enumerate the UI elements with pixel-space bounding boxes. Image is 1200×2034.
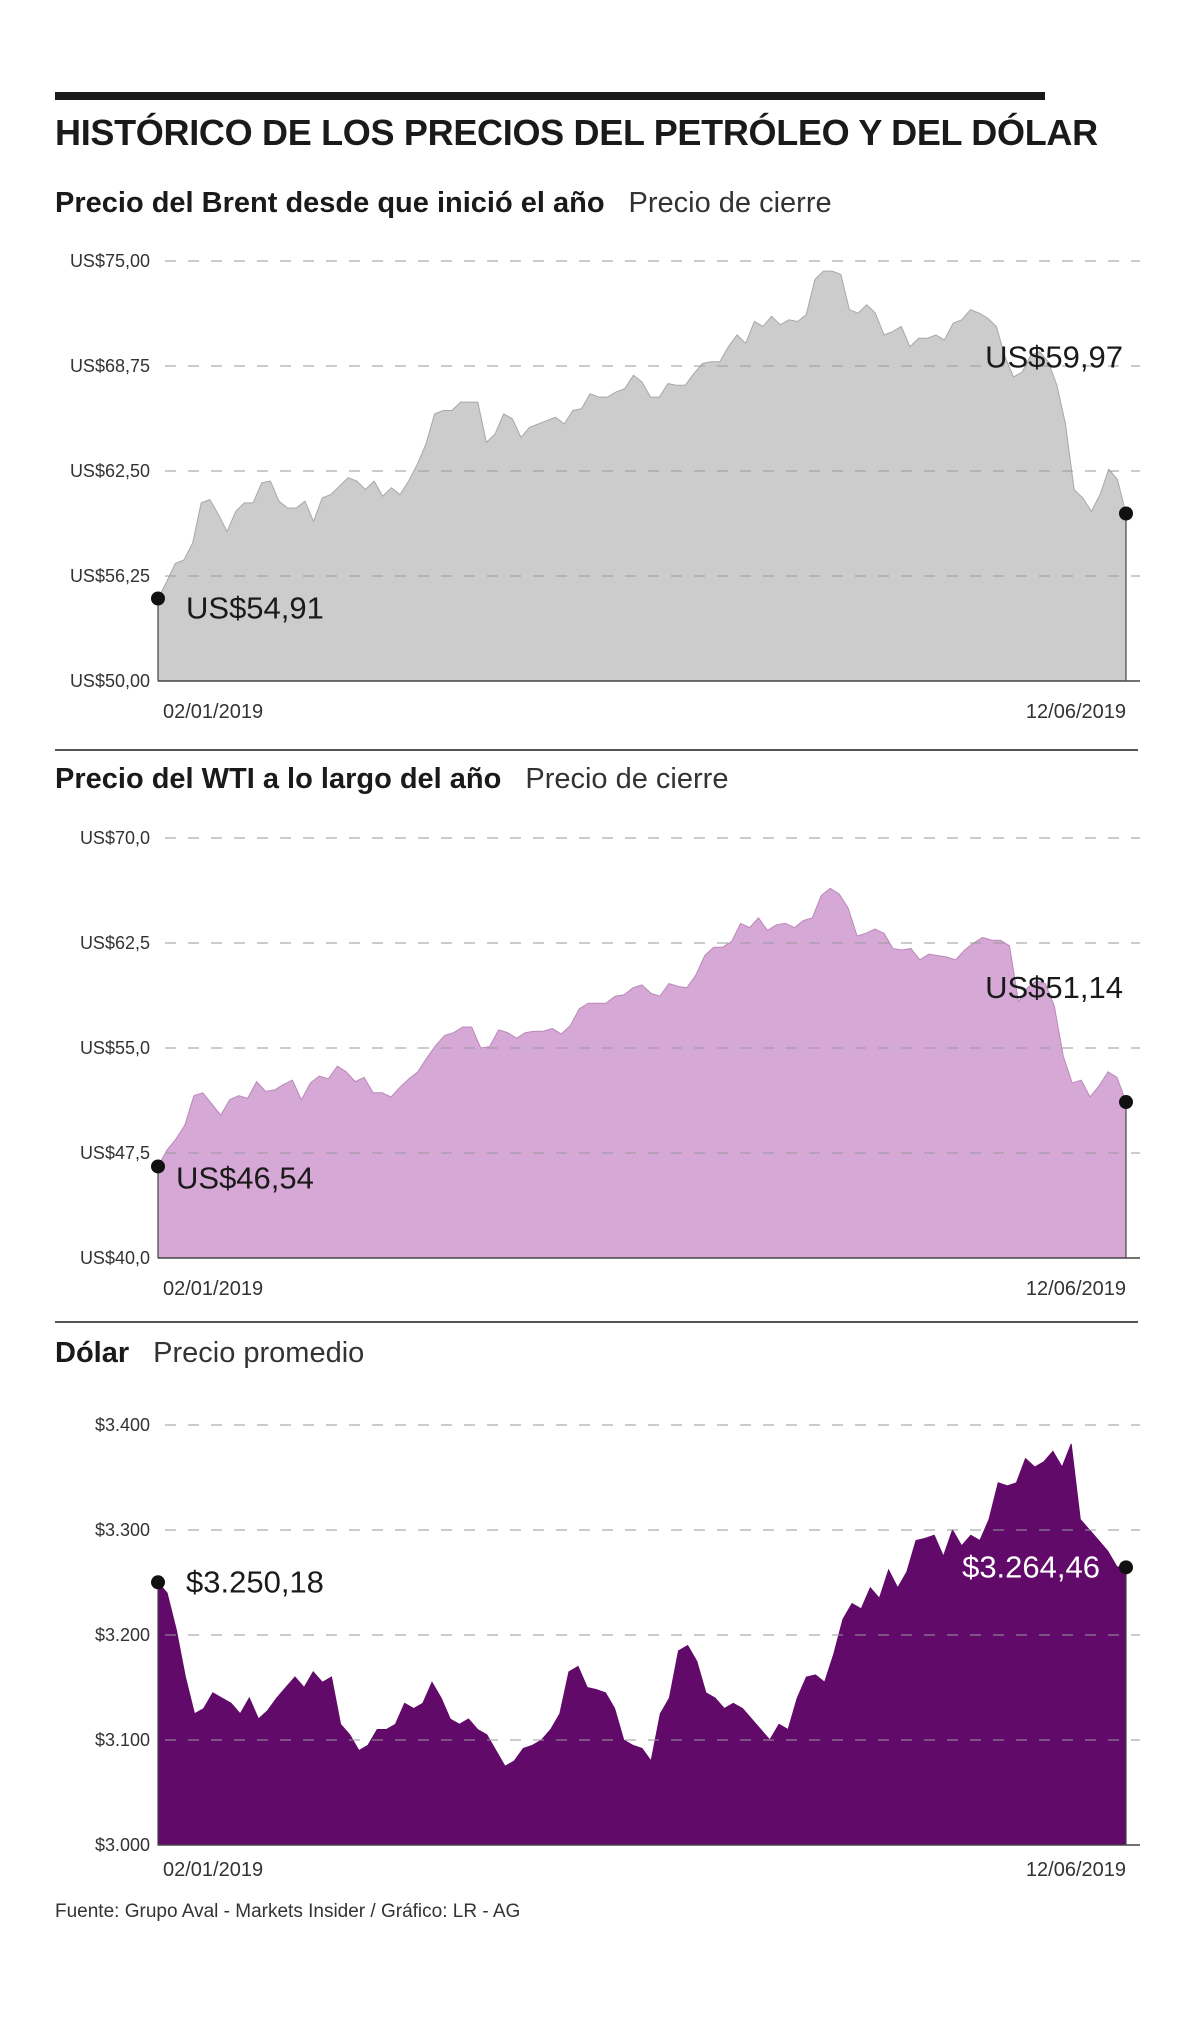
brent-ytick-label: US$68,75 [70, 356, 150, 376]
wti-header: Precio del WTI a lo largo del año Precio … [55, 763, 728, 796]
wti-area [157, 887, 1127, 1259]
wti-ytick-label: US$55,0 [80, 1038, 150, 1058]
dolar-chart: $3.000 $3.100 $3.200 $3.300 $3.400 $3.250,18 $… [95, 1415, 1140, 1881]
dolar-ytick-label: $3.000 [95, 1835, 150, 1855]
dolar-ytick-label: $3.400 [95, 1415, 150, 1435]
brent-x-end-label: 12/06/2019 [1026, 701, 1126, 723]
dolar-ytick-label: $3.300 [95, 1520, 150, 1540]
dolar-ytick-label: $3.100 [95, 1730, 150, 1750]
brent-end-point [1119, 506, 1133, 521]
brent-subtitle: Precio de cierre [628, 187, 832, 219]
brent-ytick-label: US$75,00 [70, 251, 150, 271]
wti-title: Precio del WTI a lo largo del año [55, 763, 502, 795]
wti-end-value-label: US$51,14 [985, 970, 1123, 1005]
dolar-x-start-label: 02/01/2019 [163, 1859, 263, 1881]
wti-ytick-label: US$47,5 [80, 1143, 150, 1163]
brent-ytick-label: US$56,25 [70, 566, 150, 586]
wti-chart: US$40,0 US$47,5 US$55,0 US$62,5 US$70,0 US$46… [80, 828, 1140, 1300]
wti-start-value-label: US$46,54 [176, 1160, 314, 1195]
dolar-ytick-label: $3.200 [95, 1625, 150, 1645]
wti-subtitle: Precio de cierre [525, 763, 729, 795]
brent-area [157, 270, 1127, 682]
divider-1 [55, 749, 1138, 751]
brent-start-point [151, 591, 165, 606]
wti-ytick-label: US$40,0 [80, 1248, 150, 1268]
wti-end-point [1119, 1095, 1133, 1110]
brent-ytick-label: US$50,00 [70, 671, 150, 691]
wti-start-point [151, 1159, 165, 1174]
main-title: HISTÓRICO DE LOS PRECIOS DEL PETRÓLEO Y … [55, 112, 1098, 153]
wti-ytick-label: US$70,0 [80, 828, 150, 848]
brent-ytick-label: US$62,50 [70, 461, 150, 481]
dolar-x-end-label: 12/06/2019 [1026, 1859, 1126, 1881]
brent-header: Precio del Brent desde que inició el año… [55, 187, 832, 220]
top-rule [55, 92, 1045, 100]
brent-title: Precio del Brent desde que inició el año [55, 187, 605, 219]
dolar-start-value-label: $3.250,18 [186, 1564, 324, 1599]
brent-end-value-label: US$59,97 [985, 340, 1123, 375]
dolar-title: Dólar [55, 1337, 130, 1369]
dolar-end-value-label: $3.264,46 [962, 1549, 1100, 1584]
brent-x-start-label: 02/01/2019 [163, 701, 263, 723]
brent-chart: US$50,00 US$56,25 US$62,50 US$68,75 US$75,00… [70, 251, 1140, 723]
wti-ytick-label: US$62,5 [80, 933, 150, 953]
dolar-end-point [1119, 1560, 1133, 1575]
dolar-area [157, 1443, 1127, 1846]
wti-x-start-label: 02/01/2019 [163, 1278, 263, 1300]
source-note: Fuente: Grupo Aval - Markets Insider / G… [55, 1901, 521, 1922]
brent-start-value-label: US$54,91 [186, 591, 324, 626]
divider-2 [55, 1321, 1138, 1323]
dolar-start-point [151, 1575, 165, 1590]
wti-x-end-label: 12/06/2019 [1026, 1278, 1126, 1300]
dolar-header: Dólar Precio promedio [55, 1337, 364, 1370]
dolar-subtitle: Precio promedio [153, 1337, 365, 1369]
